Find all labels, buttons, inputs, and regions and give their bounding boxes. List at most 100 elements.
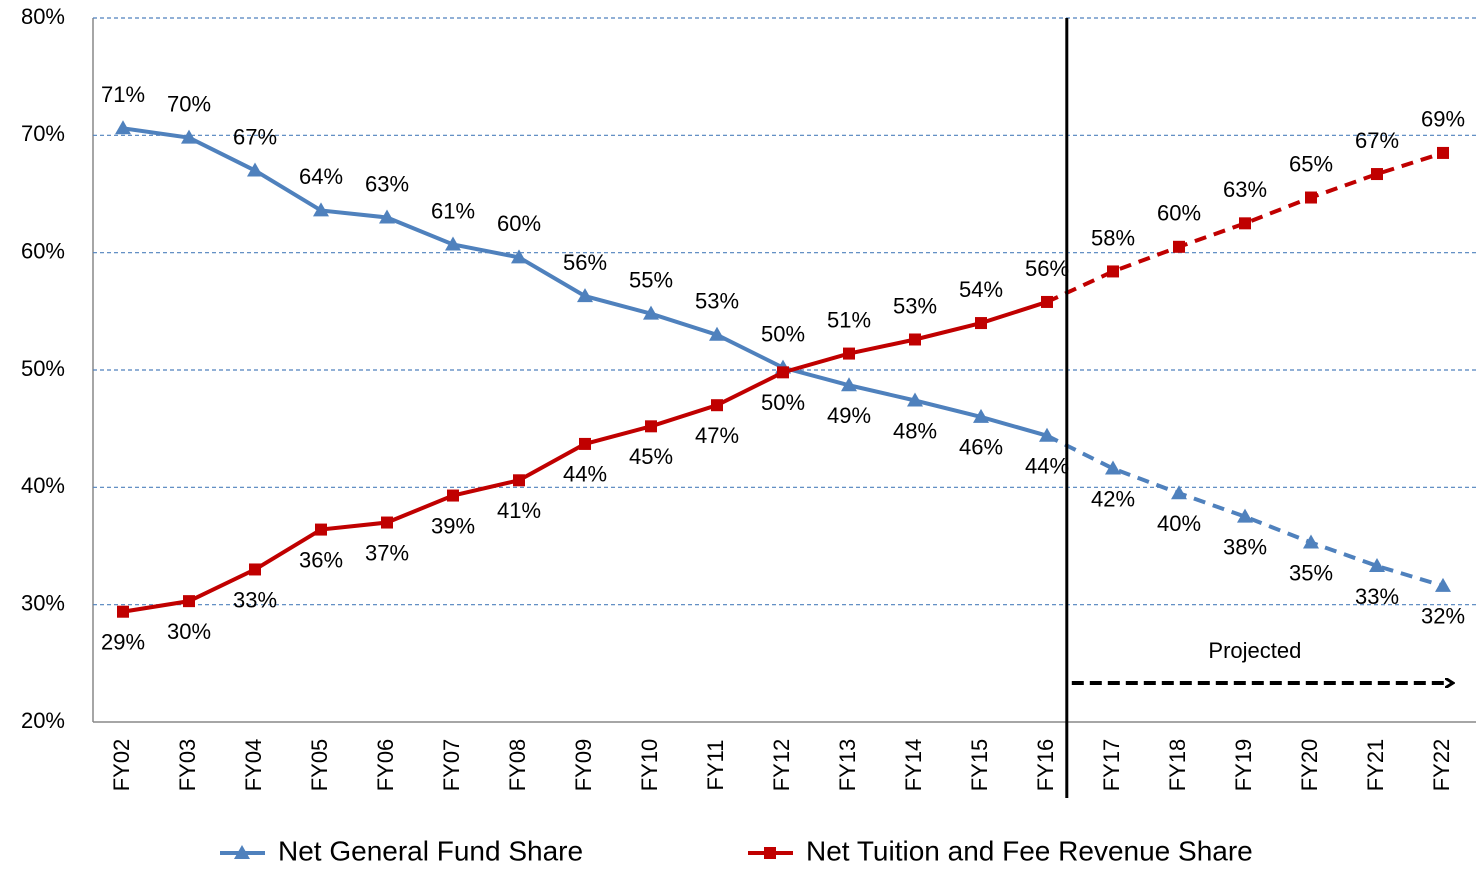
marker bbox=[907, 392, 923, 407]
marker bbox=[1369, 557, 1385, 572]
marker bbox=[379, 209, 395, 224]
marker bbox=[1435, 577, 1451, 592]
data-label: 33% bbox=[1355, 584, 1399, 609]
data-label: 30% bbox=[167, 619, 211, 644]
marker bbox=[511, 249, 527, 264]
data-label: 63% bbox=[365, 171, 409, 196]
x-tick-label: FY18 bbox=[1165, 739, 1190, 792]
data-label: 55% bbox=[629, 267, 673, 292]
x-tick-label: FY04 bbox=[241, 739, 266, 792]
data-label: 46% bbox=[959, 435, 1003, 460]
data-label: 70% bbox=[167, 91, 211, 116]
y-tick-label: 20% bbox=[21, 708, 65, 733]
data-label: 35% bbox=[1289, 560, 1333, 585]
marker bbox=[1239, 217, 1251, 230]
data-label: 60% bbox=[1157, 201, 1201, 226]
legend-marker bbox=[764, 847, 776, 859]
x-tick-label: FY02 bbox=[109, 739, 134, 792]
y-tick-label: 40% bbox=[21, 473, 65, 498]
y-tick-label: 80% bbox=[21, 4, 65, 29]
marker bbox=[313, 202, 329, 217]
marker bbox=[1437, 146, 1449, 159]
marker bbox=[777, 366, 789, 379]
marker bbox=[1039, 427, 1055, 442]
data-label: 53% bbox=[695, 289, 739, 314]
marker bbox=[973, 408, 989, 423]
data-label: 32% bbox=[1421, 604, 1465, 629]
data-label: 38% bbox=[1223, 534, 1267, 559]
data-label: 71% bbox=[101, 82, 145, 107]
data-label: 41% bbox=[497, 498, 541, 523]
data-label: 39% bbox=[431, 513, 475, 538]
data-label: 29% bbox=[101, 630, 145, 655]
data-label: 51% bbox=[827, 307, 871, 332]
marker bbox=[1107, 265, 1119, 278]
data-label: 56% bbox=[563, 250, 607, 275]
y-tick-label: 70% bbox=[21, 121, 65, 146]
data-label: 63% bbox=[1223, 177, 1267, 202]
marker bbox=[1105, 460, 1121, 475]
data-label: 53% bbox=[893, 293, 937, 318]
y-tick-label: 30% bbox=[21, 590, 65, 615]
marker bbox=[1041, 295, 1053, 308]
data-label: 64% bbox=[299, 164, 343, 189]
marker bbox=[579, 437, 591, 450]
marker bbox=[645, 420, 657, 433]
x-tick-label: FY05 bbox=[307, 739, 332, 792]
data-label: 40% bbox=[1157, 511, 1201, 536]
marker bbox=[711, 399, 723, 412]
y-tick-label: 60% bbox=[21, 238, 65, 263]
marker bbox=[643, 305, 659, 320]
x-tick-label: FY03 bbox=[175, 739, 200, 792]
marker bbox=[513, 474, 525, 487]
x-tick-label: FY07 bbox=[439, 739, 464, 792]
data-label: 42% bbox=[1091, 486, 1135, 511]
marker bbox=[909, 333, 921, 346]
data-label: 45% bbox=[629, 444, 673, 469]
x-tick-label: FY14 bbox=[901, 739, 926, 792]
marker bbox=[1303, 534, 1319, 549]
data-label: 56% bbox=[1025, 256, 1069, 281]
x-tick-label: FY10 bbox=[637, 739, 662, 792]
x-tick-label: FY17 bbox=[1099, 739, 1124, 792]
data-label: 44% bbox=[563, 462, 607, 487]
marker bbox=[183, 595, 195, 608]
marker bbox=[249, 563, 261, 576]
data-label: 48% bbox=[893, 418, 937, 443]
marker bbox=[315, 523, 327, 536]
marker bbox=[577, 288, 593, 303]
marker bbox=[1237, 508, 1253, 523]
x-tick-label: FY19 bbox=[1231, 739, 1256, 792]
x-tick-label: FY09 bbox=[571, 739, 596, 792]
data-label: 36% bbox=[299, 547, 343, 572]
marker bbox=[1171, 485, 1187, 500]
data-label: 60% bbox=[497, 211, 541, 236]
marker bbox=[709, 326, 725, 341]
marker bbox=[841, 377, 857, 392]
marker bbox=[1305, 191, 1317, 204]
data-label: 54% bbox=[959, 277, 1003, 302]
data-label: 69% bbox=[1421, 107, 1465, 132]
x-tick-label: FY16 bbox=[1033, 739, 1058, 792]
legend-marker bbox=[234, 845, 250, 859]
x-tick-label: FY22 bbox=[1429, 739, 1454, 792]
data-label: 49% bbox=[827, 403, 871, 428]
marker bbox=[1173, 240, 1185, 253]
x-tick-label: FY06 bbox=[373, 739, 398, 792]
data-label: 58% bbox=[1091, 225, 1135, 250]
x-tick-label: FY11 bbox=[703, 740, 728, 791]
data-label: 44% bbox=[1025, 454, 1069, 479]
legend-label: Net General Fund Share bbox=[278, 835, 583, 866]
marker bbox=[1371, 168, 1383, 181]
marker bbox=[975, 317, 987, 330]
marker bbox=[447, 489, 459, 502]
data-label: 50% bbox=[761, 321, 805, 346]
x-tick-label: FY15 bbox=[967, 739, 992, 792]
y-tick-label: 50% bbox=[21, 356, 65, 381]
marker bbox=[117, 605, 129, 618]
data-label: 65% bbox=[1289, 151, 1333, 176]
marker bbox=[181, 129, 197, 144]
marker bbox=[445, 236, 461, 251]
marker bbox=[115, 120, 131, 135]
